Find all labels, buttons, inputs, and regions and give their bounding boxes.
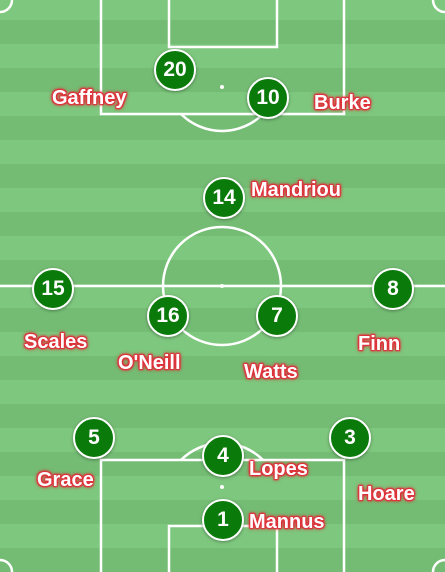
centre-spot: [220, 284, 224, 288]
corner-arc-bottom-right: [431, 558, 445, 572]
top-penalty-spot: [220, 85, 224, 89]
pitch-spots: [220, 85, 224, 489]
corner-arc-top-left: [0, 0, 14, 14]
centre-circle: [161, 225, 283, 347]
corner-arc-top-right: [431, 0, 445, 14]
top-penalty-arc: [180, 113, 264, 133]
top-penalty-area: [99, 0, 346, 116]
corner-arc-bottom-left: [0, 558, 14, 572]
top-goal-area: [167, 0, 279, 49]
bottom-penalty-spot: [220, 485, 224, 489]
